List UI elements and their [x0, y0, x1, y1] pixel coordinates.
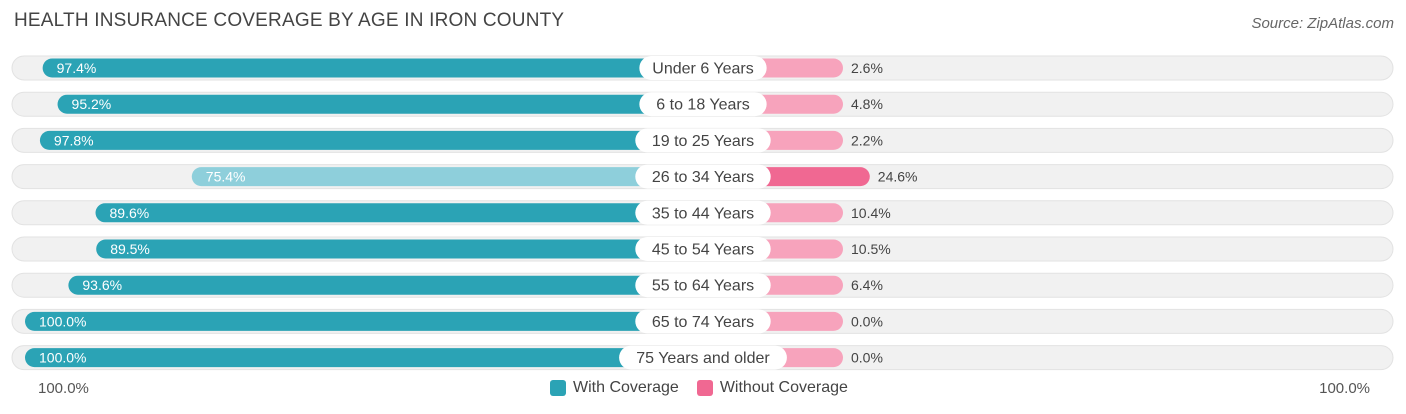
- legend-label-without-coverage: Without Coverage: [719, 379, 848, 396]
- bar-row: 89.6% 35 to 44 Years 10.4%: [11, 200, 1394, 226]
- category-label: 26 to 34 Years: [652, 169, 754, 186]
- legend-item-without-coverage[interactable]: Without Coverage: [696, 379, 848, 397]
- with-coverage-bar[interactable]: [25, 348, 703, 368]
- category-label-pill: [639, 56, 767, 80]
- with-coverage-value: 100.0%: [39, 350, 86, 366]
- with-coverage-bar[interactable]: [57, 94, 703, 114]
- legend-item-with-coverage[interactable]: With Coverage: [550, 379, 679, 397]
- legend-label-with-coverage: With Coverage: [573, 379, 679, 396]
- without-coverage-value: 6.4%: [851, 277, 883, 293]
- bar-row: 97.8% 19 to 25 Years 2.2%: [11, 127, 1394, 153]
- category-label: 19 to 25 Years: [652, 133, 754, 150]
- category-label-pill: [635, 128, 771, 153]
- category-label: 45 to 54 Years: [652, 242, 754, 259]
- legend-swatch-with-coverage: [550, 380, 566, 396]
- without-coverage-value: 24.6%: [878, 169, 918, 185]
- category-label: 75 Years and older: [636, 350, 770, 367]
- axis-right-label: 100.0%: [1319, 380, 1370, 397]
- legend-swatch-without-coverage: [696, 380, 713, 396]
- with-coverage-bar[interactable]: [25, 311, 703, 331]
- source-label: Source: ZipAtlas.com: [1251, 15, 1394, 32]
- with-coverage-value: 93.6%: [82, 277, 122, 293]
- with-coverage-bar[interactable]: [39, 130, 703, 150]
- category-label-pill: [635, 237, 771, 261]
- category-label-pill: [635, 164, 771, 189]
- with-coverage-value: 89.6%: [110, 205, 150, 221]
- with-coverage-bar[interactable]: [42, 58, 704, 78]
- category-label: 65 to 74 Years: [652, 314, 754, 331]
- category-label: 55 to 64 Years: [652, 278, 754, 295]
- bar-row: 93.6% 55 to 64 Years 6.4%: [11, 272, 1394, 298]
- without-coverage-value: 0.0%: [851, 313, 883, 329]
- with-coverage-value: 75.4%: [206, 169, 246, 185]
- legend: With Coverage Without Coverage: [550, 379, 866, 397]
- without-coverage-value: 10.5%: [851, 241, 891, 257]
- bar-row: 100.0% 75 Years and older 0.0%: [11, 345, 1394, 371]
- without-coverage-value: 2.2%: [851, 132, 883, 148]
- without-coverage-value: 10.4%: [851, 205, 891, 221]
- without-coverage-value: 2.6%: [851, 60, 883, 76]
- with-coverage-value: 95.2%: [72, 96, 112, 112]
- category-label-pill: [619, 345, 787, 370]
- category-label: 35 to 44 Years: [652, 205, 754, 222]
- with-coverage-bar[interactable]: [95, 203, 703, 223]
- category-label: 6 to 18 Years: [656, 97, 749, 114]
- with-coverage-value: 97.4%: [57, 60, 97, 76]
- bar-row: 95.2% 6 to 18 Years 4.8%: [11, 91, 1394, 117]
- category-label-pill: [639, 92, 767, 117]
- with-coverage-value: 89.5%: [110, 241, 150, 257]
- bar-row: 97.4% Under 6 Years 2.6%: [11, 55, 1394, 81]
- with-coverage-value: 97.8%: [54, 132, 94, 148]
- category-label: Under 6 Years: [652, 61, 753, 78]
- with-coverage-bar[interactable]: [191, 167, 703, 187]
- category-label-pill: [635, 273, 771, 298]
- axis-left-label: 100.0%: [38, 380, 89, 397]
- category-label-pill: [635, 309, 771, 334]
- without-coverage-value: 4.8%: [851, 96, 883, 112]
- bar-row: 75.4% 26 to 34 Years 24.6%: [11, 164, 1394, 190]
- bar-row: 100.0% 65 to 74 Years 0.0%: [11, 308, 1394, 334]
- without-coverage-value: 0.0%: [851, 350, 883, 366]
- with-coverage-bar[interactable]: [68, 275, 704, 295]
- with-coverage-bar[interactable]: [96, 239, 703, 259]
- bar-row: 89.5% 45 to 54 Years 10.5%: [11, 236, 1394, 262]
- chart-title: HEALTH INSURANCE COVERAGE BY AGE IN IRON…: [14, 10, 565, 31]
- with-coverage-value: 100.0%: [39, 313, 86, 329]
- category-label-pill: [635, 200, 771, 225]
